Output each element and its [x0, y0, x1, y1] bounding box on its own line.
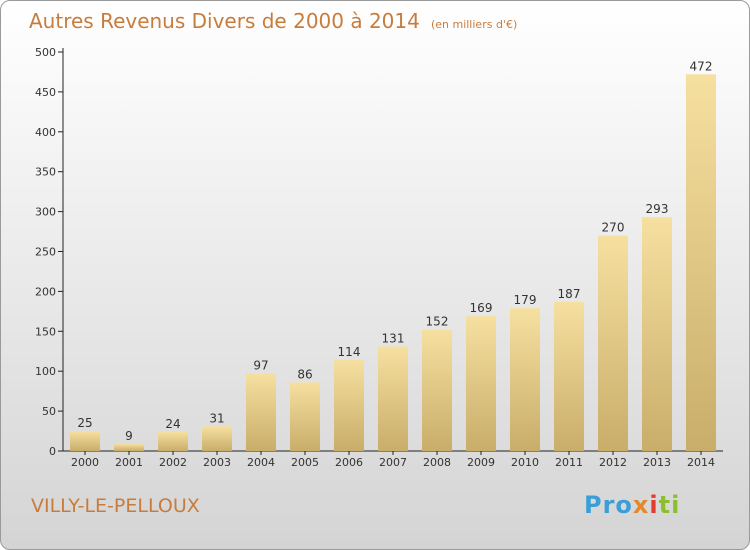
logo-part-2: x — [632, 491, 650, 519]
bar — [70, 431, 100, 451]
x-tick-label: 2001 — [115, 456, 143, 469]
bar-value-label: 179 — [514, 293, 537, 307]
x-tick-label: 2000 — [71, 456, 99, 469]
y-tick-label: 50 — [42, 405, 56, 418]
bar-value-label: 270 — [602, 221, 625, 235]
bar-value-label: 24 — [165, 417, 180, 431]
x-tick-label: 2004 — [247, 456, 275, 469]
y-tick-label: 300 — [35, 206, 56, 219]
bar-value-label: 114 — [338, 345, 361, 359]
bar — [378, 346, 408, 451]
x-tick-label: 2003 — [203, 456, 231, 469]
proxiti-logo: Proxiti — [584, 491, 680, 519]
bar-value-label: 86 — [297, 367, 312, 381]
bar-value-label: 472 — [690, 59, 713, 73]
x-tick-label: 2008 — [423, 456, 451, 469]
x-tick-label: 2013 — [643, 456, 671, 469]
bar — [598, 235, 628, 451]
bar — [466, 316, 496, 451]
y-tick-label: 450 — [35, 86, 56, 99]
bar — [246, 373, 276, 451]
title-main: Autres Revenus Divers de 2000 à 2014 — [29, 9, 420, 33]
chart-title: Autres Revenus Divers de 2000 à 2014 (en… — [29, 9, 517, 33]
x-tick-label: 2012 — [599, 456, 627, 469]
bar — [642, 217, 672, 451]
bar — [554, 301, 584, 451]
x-tick-label: 2014 — [687, 456, 715, 469]
logo-part-3: i — [649, 491, 659, 519]
bar — [422, 329, 452, 451]
y-tick-label: 100 — [35, 365, 56, 378]
bar — [158, 431, 188, 451]
bar — [202, 426, 232, 451]
y-tick-label: 250 — [35, 246, 56, 259]
title-unit: (en milliers d'€) — [430, 18, 518, 31]
x-tick-label: 2007 — [379, 456, 407, 469]
bar-value-label: 187 — [558, 287, 581, 301]
logo-part-1: Pro — [584, 491, 633, 519]
y-tick-label: 500 — [35, 46, 56, 59]
x-tick-label: 2005 — [291, 456, 319, 469]
y-tick-label: 200 — [35, 285, 56, 298]
y-tick-label: 0 — [49, 445, 56, 458]
commune-name: VILLY-LE-PELLOUX — [31, 495, 200, 517]
bar — [290, 382, 320, 451]
x-tick-label: 2010 — [511, 456, 539, 469]
x-tick-label: 2011 — [555, 456, 583, 469]
x-tick-label: 2002 — [159, 456, 187, 469]
bar-value-label: 152 — [426, 315, 449, 329]
logo-part-4: ti — [658, 491, 681, 519]
bar — [334, 360, 364, 451]
x-tick-label: 2006 — [335, 456, 363, 469]
bar-value-label: 293 — [646, 202, 669, 216]
bar-value-label: 169 — [470, 301, 493, 315]
bar — [114, 443, 144, 451]
bar-value-label: 31 — [209, 411, 224, 425]
x-tick-label: 2009 — [467, 456, 495, 469]
bar-value-label: 97 — [253, 359, 268, 373]
bar-value-label: 25 — [77, 416, 92, 430]
bar-value-label: 131 — [382, 331, 405, 345]
y-tick-label: 150 — [35, 325, 56, 338]
bar — [686, 74, 716, 452]
y-tick-label: 350 — [35, 166, 56, 179]
bar-value-label: 9 — [125, 429, 133, 443]
y-tick-label: 400 — [35, 126, 56, 139]
bar — [510, 308, 540, 451]
